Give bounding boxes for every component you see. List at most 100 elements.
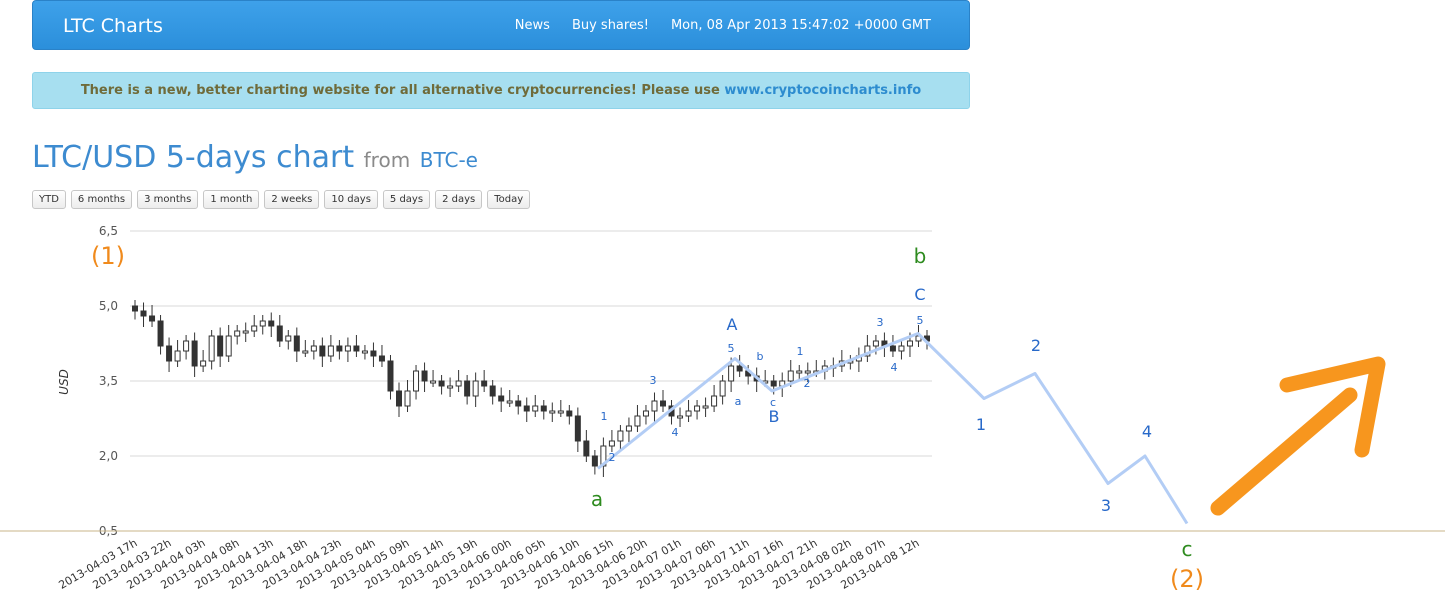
notice-link[interactable]: www.cryptocoincharts.info [724,83,922,98]
candle-body [132,305,138,312]
wave-label-blue: 2 [1031,336,1041,355]
candle-body [583,440,590,457]
range-button-10-days[interactable]: 10 days [324,190,378,209]
up-arrow-shaft [1210,387,1358,516]
candle-body [532,405,539,412]
candle-body [736,365,743,372]
range-button-5-days[interactable]: 5 days [382,190,431,209]
wave-label-blue: C [914,285,925,304]
wave-label-blue-small: 1 [797,345,804,358]
wave-path-line [597,332,1189,525]
wave-label-blue: A [727,315,738,334]
candle-body [310,345,317,352]
candle-body [336,345,343,352]
wave-label-orange: (2) [1170,565,1204,593]
candle-body [378,355,385,362]
candle-body [387,360,394,392]
candle-body [719,380,726,397]
candle-body [685,410,692,417]
range-button-2-days[interactable]: 2 days [435,190,483,209]
nav-link-buy-shares[interactable]: Buy shares! [571,18,649,33]
candle-body [413,370,420,392]
range-button-ytd[interactable]: YTD [32,190,66,209]
candle-body [506,400,513,404]
candle-body [642,410,649,417]
nav-link-news[interactable]: News [514,18,550,33]
candle-body [200,360,207,367]
candle-body [608,440,615,447]
candle-body [438,380,445,387]
wave-label-blue-small: b [757,350,764,363]
y-tick-label: 6,5 [99,224,118,238]
wave-label-blue-small: 4 [891,361,898,374]
candle-body [728,365,735,382]
candle-body [268,320,275,327]
y-axis-label: USD [57,369,71,395]
title-from: from [363,148,411,172]
title-text: LTC/USD 5-days chart [32,140,355,175]
range-button-today[interactable]: Today [487,190,531,209]
wave-label-blue: 3 [1101,496,1111,515]
nav-datetime: Mon, 08 Apr 2013 15:47:02 +0000 GMT [670,18,931,33]
wave-label-blue-small: 5 [917,314,924,327]
candle-body [523,405,530,412]
candle-body [625,425,632,432]
candle-body [574,415,581,442]
wave-label-green: b [914,244,927,268]
candle-body [174,350,181,362]
brand-logo[interactable]: LTC Charts [63,15,163,37]
wave-label-blue: 1 [976,415,986,434]
candle-body [225,335,232,357]
exchange-link[interactable]: BTC-e [419,148,478,172]
candle-body [872,340,879,347]
candle-body [549,410,556,414]
wave-label-blue-small: 4 [672,426,679,439]
candle-body [157,320,164,347]
wave-label-orange: (1) [91,242,125,270]
range-button-3-months[interactable]: 3 months [137,190,199,209]
candle-body [191,340,198,367]
candle-body [787,370,794,382]
candle-body [370,350,377,357]
candle-body [276,325,283,342]
candle-body [455,380,462,387]
range-button-1-month[interactable]: 1 month [203,190,260,209]
candle-body [634,415,641,427]
candle-body [242,330,249,334]
navbar: LTC Charts News Buy shares! Mon, 08 Apr … [32,0,970,50]
candle-body [515,400,522,407]
candle-body [302,350,309,354]
y-tick-label: 2,0 [99,449,118,463]
candle-body [344,345,351,352]
wave-label-blue: 4 [1142,422,1152,441]
wave-label-blue-small: 3 [877,316,884,329]
candle-body [889,345,896,352]
candle-body [660,400,666,407]
candle-body [498,395,505,402]
wave-label-green: c [1182,537,1193,561]
range-button-6-months[interactable]: 6 months [70,190,133,209]
candle-body [447,385,454,389]
range-button-2-weeks[interactable]: 2 weeks [264,190,320,209]
candle-body [251,325,258,332]
candle-body [481,380,488,387]
wave-label-blue-small: c [770,396,776,409]
candle-body [906,340,913,347]
candle-body [285,335,292,342]
candle-body [489,385,496,397]
wave-label-blue-small: 2 [609,451,616,464]
candle-body [183,340,190,352]
candle-body [591,455,598,467]
candle-body [319,345,326,357]
candle-body [617,430,624,442]
y-tick-label: 3,5 [99,374,118,388]
notice-banner: There is a new, better charting website … [32,72,970,109]
candle-body [140,310,147,317]
wave-label-blue-small: 3 [650,374,657,387]
candle-body [353,345,360,352]
wave-label-blue-small: 2 [804,377,811,390]
y-tick-label: 5,0 [99,299,118,313]
candle-body [404,390,411,407]
candle-body [327,345,334,357]
